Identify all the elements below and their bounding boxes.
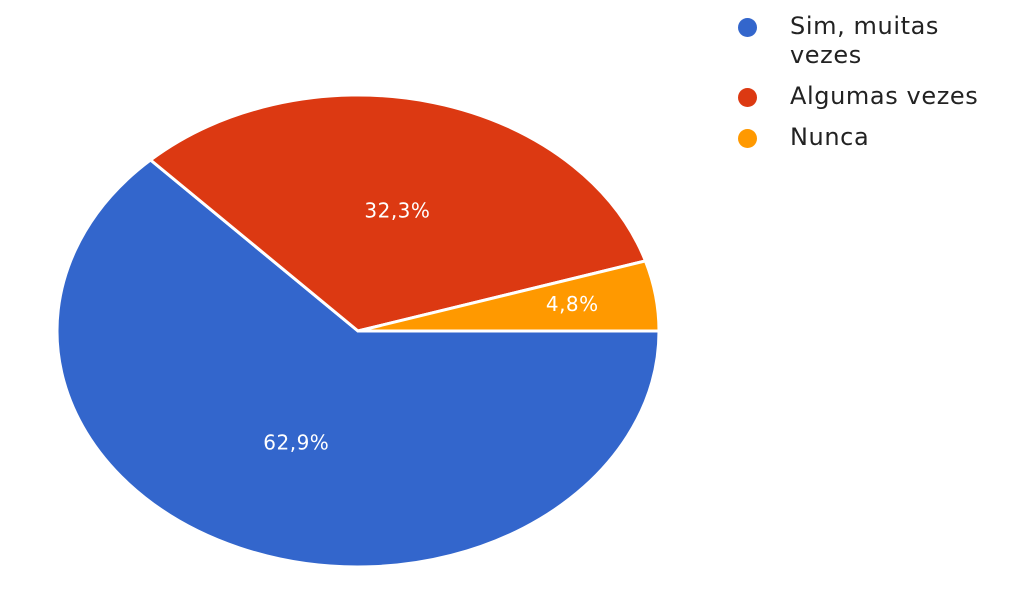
pie-slice-sim-muitas-vezes[interactable] xyxy=(55,158,661,569)
legend-label-sim-muitas-vezes: Sim, muitas vezes xyxy=(790,12,940,69)
pie-slice-algumas-vezes[interactable] xyxy=(149,93,647,333)
legend-item-sim-muitas-vezes[interactable]: Sim, muitas vezes xyxy=(738,12,1008,70)
slice-label-nunca: 4,8% xyxy=(546,292,599,316)
legend-swatch-nunca xyxy=(738,129,757,148)
legend-label-algumas-vezes: Algumas vezes xyxy=(790,82,979,110)
slice-label-sim-muitas-vezes: 62,9% xyxy=(263,430,329,454)
legend: Sim, muitas vezes Algumas vezes Nunca xyxy=(738,12,1008,164)
legend-item-algumas-vezes[interactable]: Algumas vezes xyxy=(738,82,1008,111)
pie-slice-nunca[interactable] xyxy=(356,259,661,333)
legend-swatch-algumas-vezes xyxy=(738,88,757,107)
legend-item-nunca[interactable]: Nunca xyxy=(738,123,1008,152)
legend-label-nunca: Nunca xyxy=(790,123,870,151)
slice-label-algumas-vezes: 32,3% xyxy=(364,199,430,223)
legend-swatch-sim-muitas-vezes xyxy=(738,18,757,37)
